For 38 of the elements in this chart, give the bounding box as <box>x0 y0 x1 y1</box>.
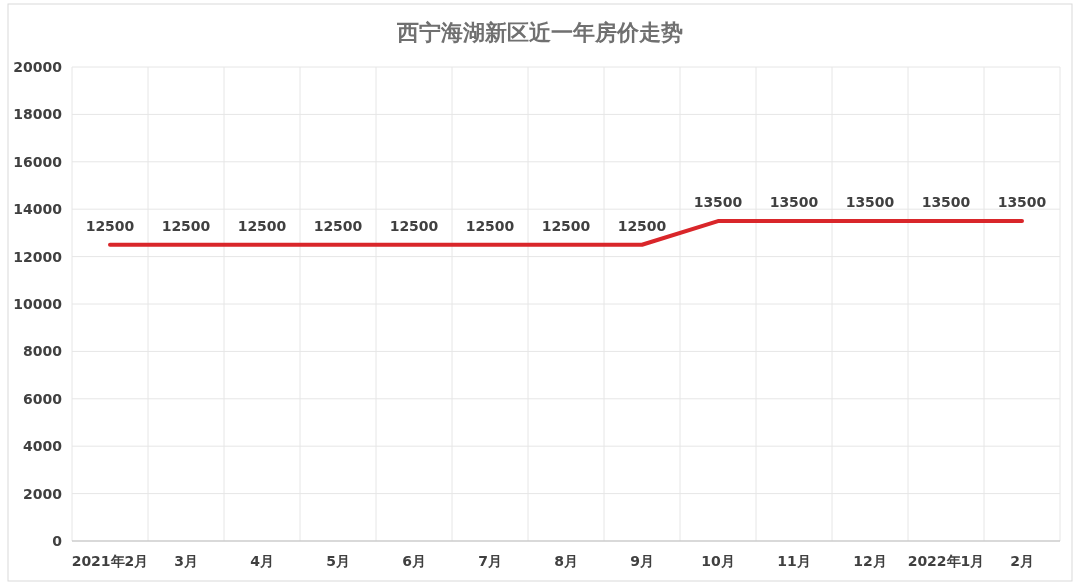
data-label: 13500 <box>769 194 819 211</box>
x-tick-label: 10月 <box>701 553 735 569</box>
data-label: 12500 <box>161 217 211 234</box>
y-tick-label: 12000 <box>13 248 63 265</box>
x-tick-label: 8月 <box>554 553 578 569</box>
data-label: 13500 <box>997 194 1047 211</box>
y-tick-label: 2000 <box>23 485 63 502</box>
x-tick-label: 2月 <box>1010 553 1034 569</box>
x-tick-label: 2021年2月 <box>71 553 149 569</box>
data-label: 12500 <box>541 217 591 234</box>
data-label: 12500 <box>617 217 667 234</box>
data-label: 12500 <box>465 217 515 234</box>
y-tick-label: 18000 <box>13 106 63 123</box>
y-tick-label: 6000 <box>23 390 63 407</box>
data-label: 13500 <box>845 194 895 211</box>
x-tick-label: 6月 <box>402 553 426 569</box>
x-tick-label: 2022年1月 <box>907 553 985 569</box>
x-tick-label: 11月 <box>777 553 811 569</box>
x-tick-label: 9月 <box>630 553 654 569</box>
chart-title: 西宁海湖新区近一年房价走势 <box>396 20 683 45</box>
y-tick-label: 20000 <box>13 59 63 75</box>
data-label: 12500 <box>85 217 135 234</box>
y-tick-label: 0 <box>52 533 63 549</box>
data-label: 13500 <box>921 194 971 211</box>
data-label: 12500 <box>389 217 439 234</box>
y-tick-label: 14000 <box>13 201 63 218</box>
x-tick-label: 4月 <box>250 553 274 569</box>
y-tick-label: 8000 <box>23 343 63 360</box>
y-tick-label: 16000 <box>13 153 63 170</box>
x-tick-label: 7月 <box>478 553 502 569</box>
x-tick-label: 12月 <box>853 553 887 569</box>
data-label: 12500 <box>313 217 363 234</box>
y-tick-label: 4000 <box>23 438 63 455</box>
x-tick-label: 3月 <box>174 553 198 569</box>
data-label: 12500 <box>237 217 287 234</box>
y-tick-label: 10000 <box>13 296 63 312</box>
data-label: 13500 <box>693 194 743 211</box>
x-tick-label: 5月 <box>326 553 350 569</box>
